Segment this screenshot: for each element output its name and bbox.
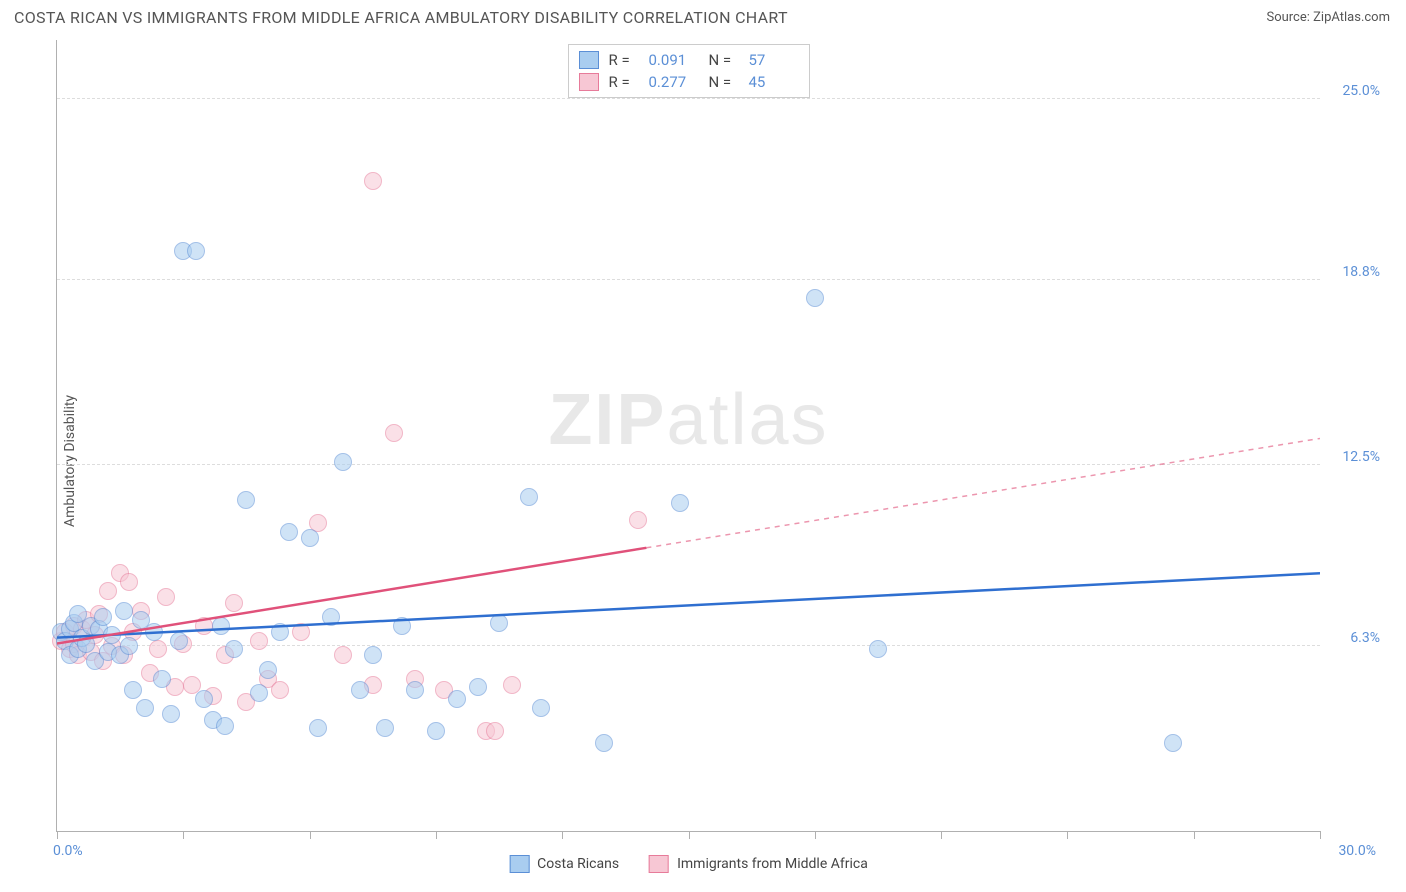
r-value-1: 0.277 xyxy=(649,73,699,91)
n-value-0: 57 xyxy=(749,51,799,69)
scatter-point xyxy=(486,722,504,740)
scatter-point xyxy=(271,623,289,641)
scatter-point xyxy=(280,523,298,541)
scatter-point xyxy=(490,614,508,632)
scatter-point xyxy=(136,699,154,717)
legend-row-series-1: R = 0.277 N = 45 xyxy=(579,71,799,93)
scatter-point xyxy=(162,705,180,723)
x-tick xyxy=(1320,831,1321,839)
scatter-point xyxy=(183,676,201,694)
source-attribution: Source: ZipAtlas.com xyxy=(1266,10,1390,25)
plot-area: ZIPatlas R = 0.091 N = 57 R = 0.277 N = … xyxy=(56,40,1320,832)
scatter-point xyxy=(1164,734,1182,752)
scatter-point xyxy=(595,734,613,752)
scatter-point xyxy=(406,681,424,699)
y-tick-label: 25.0% xyxy=(1342,83,1380,99)
scatter-point xyxy=(195,690,213,708)
n-value-1: 45 xyxy=(749,73,799,91)
y-tick-label: 18.8% xyxy=(1342,264,1380,280)
scatter-point xyxy=(115,602,133,620)
gridline-h xyxy=(57,645,1320,646)
gridline-h xyxy=(57,279,1320,280)
scatter-point xyxy=(195,617,213,635)
chart-container: Ambulatory Disability ZIPatlas R = 0.091… xyxy=(14,40,1390,882)
x-tick xyxy=(436,831,437,839)
x-tick-label: 30.0% xyxy=(1338,843,1376,859)
scatter-point xyxy=(364,172,382,190)
scatter-point xyxy=(334,453,352,471)
trend-lines xyxy=(57,40,1320,831)
scatter-point xyxy=(532,699,550,717)
x-tick xyxy=(57,831,58,839)
trend-line-dashed xyxy=(646,438,1320,547)
scatter-point xyxy=(120,637,138,655)
scatter-point xyxy=(427,722,445,740)
scatter-point xyxy=(103,626,121,644)
trend-line-solid xyxy=(57,573,1320,637)
x-tick-label: 0.0% xyxy=(53,843,83,859)
scatter-point xyxy=(153,670,171,688)
scatter-point xyxy=(187,242,205,260)
scatter-point xyxy=(94,608,112,626)
scatter-point xyxy=(145,623,163,641)
scatter-point xyxy=(351,681,369,699)
scatter-point xyxy=(292,623,310,641)
scatter-point xyxy=(393,617,411,635)
scatter-point xyxy=(250,684,268,702)
scatter-point xyxy=(503,676,521,694)
scatter-point xyxy=(869,640,887,658)
correlation-legend: R = 0.091 N = 57 R = 0.277 N = 45 xyxy=(568,44,810,98)
y-tick-label: 6.3% xyxy=(1350,630,1380,646)
scatter-point xyxy=(385,424,403,442)
scatter-point xyxy=(250,632,268,650)
swatch-series-0 xyxy=(579,51,599,69)
scatter-point xyxy=(364,646,382,664)
scatter-point xyxy=(237,491,255,509)
series-legend: Costa Ricans Immigrants from Middle Afri… xyxy=(509,855,868,873)
scatter-point xyxy=(271,681,289,699)
scatter-point xyxy=(301,529,319,547)
scatter-point xyxy=(157,588,175,606)
swatch-series-1 xyxy=(579,73,599,91)
scatter-point xyxy=(520,488,538,506)
scatter-point xyxy=(448,690,466,708)
chart-title: COSTA RICAN VS IMMIGRANTS FROM MIDDLE AF… xyxy=(14,8,788,27)
x-tick xyxy=(1067,831,1068,839)
x-tick xyxy=(1194,831,1195,839)
scatter-point xyxy=(376,719,394,737)
scatter-point xyxy=(806,289,824,307)
scatter-point xyxy=(216,717,234,735)
legend-row-series-0: R = 0.091 N = 57 xyxy=(579,49,799,71)
scatter-point xyxy=(124,681,142,699)
scatter-point xyxy=(469,678,487,696)
x-tick xyxy=(689,831,690,839)
scatter-point xyxy=(212,617,230,635)
x-tick xyxy=(562,831,563,839)
scatter-point xyxy=(149,640,167,658)
x-tick xyxy=(815,831,816,839)
x-tick xyxy=(183,831,184,839)
scatter-point xyxy=(671,494,689,512)
watermark: ZIPatlas xyxy=(548,379,828,461)
x-tick xyxy=(310,831,311,839)
gridline-h xyxy=(57,464,1320,465)
scatter-point xyxy=(225,640,243,658)
scatter-point xyxy=(120,573,138,591)
scatter-point xyxy=(259,661,277,679)
scatter-point xyxy=(334,646,352,664)
scatter-point xyxy=(77,635,95,653)
y-tick-label: 12.5% xyxy=(1342,449,1380,465)
r-value-0: 0.091 xyxy=(649,51,699,69)
swatch-bottom-0 xyxy=(509,855,529,873)
scatter-point xyxy=(309,719,327,737)
swatch-bottom-1 xyxy=(649,855,669,873)
x-tick xyxy=(941,831,942,839)
legend-item-1: Immigrants from Middle Africa xyxy=(649,855,868,873)
scatter-point xyxy=(99,582,117,600)
scatter-point xyxy=(322,608,340,626)
scatter-point xyxy=(225,594,243,612)
scatter-point xyxy=(629,511,647,529)
scatter-point xyxy=(170,632,188,650)
legend-item-0: Costa Ricans xyxy=(509,855,619,873)
